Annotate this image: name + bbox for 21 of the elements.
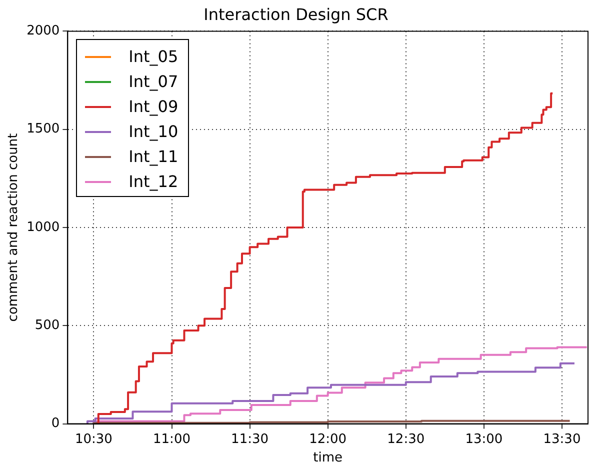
x-tick-label: 11:30: [231, 432, 269, 447]
x-tick-label: 13:00: [465, 432, 503, 447]
legend-label: Int_09: [128, 97, 178, 116]
legend-label: Int_11: [128, 147, 178, 166]
legend-label: Int_12: [128, 172, 178, 192]
y-tick-label: 0: [51, 416, 60, 432]
y-axis-title: comment and reaction count: [6, 133, 22, 322]
y-tick-label: 1000: [26, 220, 60, 235]
x-tick-label: 11:00: [153, 432, 190, 447]
chart-title: Interaction Design SCR: [204, 4, 388, 24]
legend-label: Int_10: [128, 122, 178, 142]
y-tick-label: 1500: [26, 122, 60, 137]
x-tick-label: 10:30: [74, 432, 112, 447]
x-axis-title: time: [313, 450, 343, 466]
legend-label: Int_07: [128, 72, 178, 92]
x-tick-label: 12:00: [309, 432, 347, 447]
x-tick-label: 13:30: [543, 432, 581, 447]
y-tick-label: 500: [34, 318, 60, 334]
x-tick-label: 12:30: [387, 432, 425, 447]
y-tick-label: 2000: [26, 24, 60, 39]
legend-label: Int_05: [128, 47, 178, 66]
